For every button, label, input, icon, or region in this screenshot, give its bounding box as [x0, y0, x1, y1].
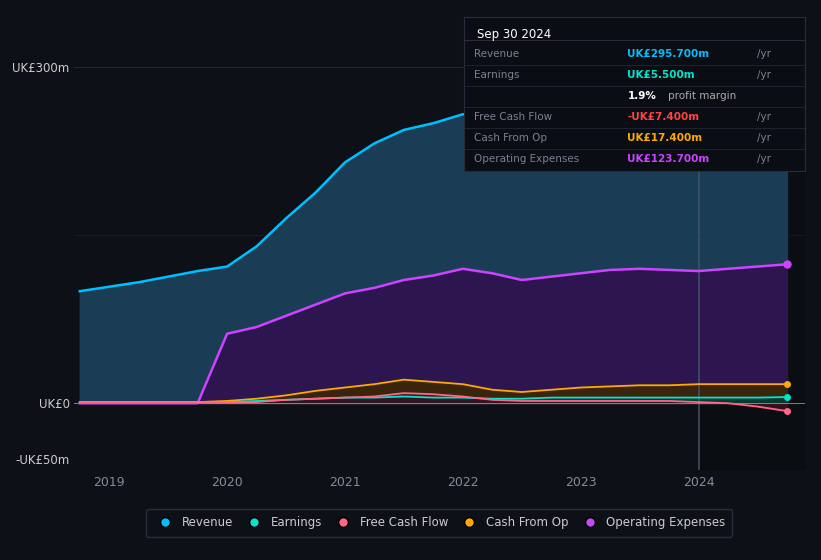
Text: profit margin: profit margin [668, 91, 736, 101]
Text: /yr: /yr [757, 154, 771, 164]
Text: /yr: /yr [757, 49, 771, 59]
Text: UK£123.700m: UK£123.700m [627, 154, 709, 164]
Bar [699, 34, 805, 470]
Text: Free Cash Flow: Free Cash Flow [474, 112, 553, 122]
Legend: Revenue, Earnings, Free Cash Flow, Cash From Op, Operating Expenses: Revenue, Earnings, Free Cash Flow, Cash … [146, 510, 732, 536]
Text: UK£17.400m: UK£17.400m [627, 133, 703, 143]
Text: /yr: /yr [757, 112, 771, 122]
Text: /yr: /yr [757, 70, 771, 80]
Text: UK£5.500m: UK£5.500m [627, 70, 695, 80]
Text: Sep 30 2024: Sep 30 2024 [478, 27, 552, 40]
Text: UK£295.700m: UK£295.700m [627, 49, 709, 59]
Text: 1.9%: 1.9% [627, 91, 656, 101]
Text: -UK£7.400m: -UK£7.400m [627, 112, 699, 122]
Text: /yr: /yr [757, 133, 771, 143]
Text: Earnings: Earnings [474, 70, 520, 80]
Text: Cash From Op: Cash From Op [474, 133, 547, 143]
Text: Operating Expenses: Operating Expenses [474, 154, 580, 164]
Text: Revenue: Revenue [474, 49, 519, 59]
